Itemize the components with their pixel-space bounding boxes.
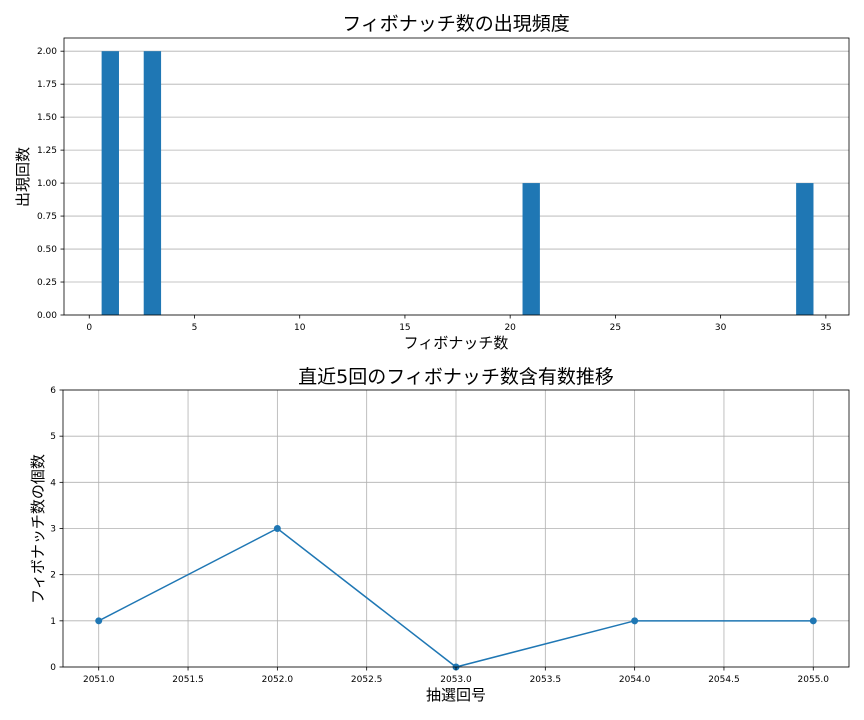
data-point	[631, 617, 639, 625]
y-tick-label: 1.50	[37, 113, 57, 123]
y-tick-label: 3	[50, 525, 56, 535]
line-chart-x-ticks: 2051.0 2051.5 2052.0 2052.5 2053.0 2053.5 2054…	[83, 667, 829, 685]
line-chart-title: 直近5回のフィボナッチ数含有数推移	[298, 366, 614, 388]
y-tick-label: 0.00	[37, 311, 57, 321]
data-point	[809, 617, 817, 625]
y-tick-label: 6	[50, 386, 56, 396]
x-tick-label: 2051.5	[172, 675, 204, 685]
line-chart-y-ticks: 0 1 2 3 4 5 6	[50, 386, 63, 673]
x-tick-label: 2051.0	[83, 675, 115, 685]
bar-chart-x-axis-label: フィボナッチ数	[404, 334, 509, 352]
y-tick-label: 0.75	[37, 212, 57, 222]
x-tick-label: 20	[504, 323, 516, 333]
line-chart: 2051.0 2051.5 2052.0 2052.5 2053.0 2053.5 2054…	[29, 366, 850, 704]
bar-chart-x-ticks: 0 5 10 15 20 25 30 35	[86, 315, 832, 333]
y-tick-label: 1.25	[37, 146, 57, 156]
bar-chart-y-axis-label: 出現回数	[14, 147, 32, 207]
data-point	[95, 617, 103, 625]
y-tick-label: 0.25	[37, 278, 57, 288]
x-tick-label: 15	[399, 323, 410, 333]
bar-chart-bars	[101, 51, 814, 315]
y-tick-label: 0	[50, 663, 56, 673]
bar-chart-grid	[64, 50, 849, 316]
data-point	[273, 525, 281, 532]
x-tick-label: 2052.5	[351, 675, 383, 685]
bar	[101, 51, 119, 315]
y-tick-label: 1	[50, 617, 56, 627]
x-tick-label: 2052.0	[262, 675, 294, 685]
x-tick-label: 5	[192, 323, 198, 333]
x-tick-label: 35	[820, 323, 831, 333]
y-tick-label: 1.75	[37, 80, 57, 90]
y-tick-label: 2	[50, 571, 56, 581]
y-tick-label: 5	[50, 432, 56, 442]
bar-chart-title: フィボナッチ数の出現頻度	[342, 13, 570, 35]
y-tick-label: 1.00	[37, 179, 57, 189]
x-tick-label: 2054.0	[619, 675, 651, 685]
y-tick-label: 2.00	[37, 47, 57, 57]
bar-chart-y-ticks: 0.00 0.25 0.50 0.75 1.00 1.25 1.50 1.75 2.00	[37, 47, 64, 321]
x-tick-label: 10	[294, 323, 306, 333]
bar	[143, 51, 162, 315]
bar-chart: 0 5 10 15 20 25 30 35 0.00 0.25 0.50 0.75 1.00 1.25 1…	[14, 13, 850, 352]
y-tick-label: 4	[50, 478, 56, 488]
bar	[796, 183, 814, 315]
x-tick-label: 2053.0	[440, 675, 472, 685]
x-tick-label: 25	[610, 323, 621, 333]
line-chart-x-axis-label: 抽選回号	[426, 686, 486, 704]
y-tick-label: 0.50	[37, 245, 57, 255]
line-chart-y-axis-label: フィボナッチ数の個数	[29, 454, 47, 604]
x-tick-label: 2054.5	[708, 675, 740, 685]
x-tick-label: 2053.5	[530, 675, 562, 685]
x-tick-label: 30	[715, 323, 727, 333]
bar-chart-plot-area	[63, 37, 850, 316]
x-tick-label: 0	[86, 323, 92, 333]
x-tick-label: 2055.0	[798, 675, 830, 685]
bar	[522, 183, 540, 315]
